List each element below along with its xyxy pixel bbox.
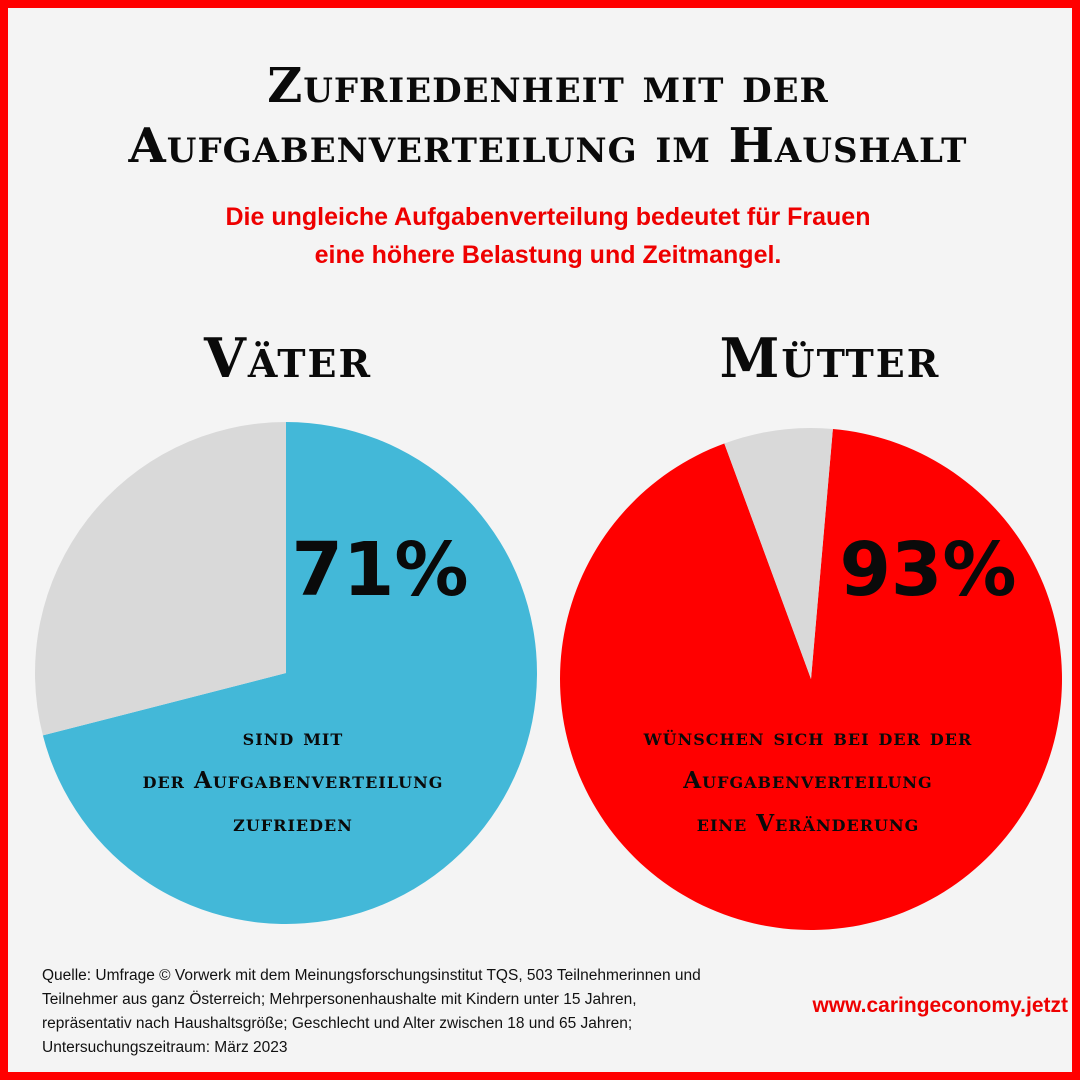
- pie-charts: [35, 422, 1062, 930]
- title-line-1: Zufriedenheit mit der: [267, 58, 829, 114]
- mothers-percent-label: 93%: [839, 527, 1017, 613]
- page-title: Zufriedenheit mit der Aufgabenverteilung…: [8, 56, 1080, 176]
- fathers-remainder-slice: [35, 422, 286, 736]
- fathers-chart-title: Väter: [203, 326, 373, 390]
- mothers-pie-chart: [560, 428, 1062, 930]
- fathers-annotation-line-2: der Aufgabenverteilung: [142, 767, 444, 794]
- website-link[interactable]: www.caringeconomy.jetzt: [812, 994, 1068, 1017]
- subtitle-line-2: eine höhere Belastung und Zeitmangel.: [314, 241, 782, 269]
- fathers-annotation: sind mit der Aufgabenverteilung zufriede…: [93, 716, 493, 845]
- fathers-annotation-line-1: sind mit: [242, 724, 344, 751]
- fathers-pie-chart: [35, 422, 538, 924]
- mothers-chart-title: Mütter: [719, 326, 941, 390]
- mothers-annotation-line-3: eine Veränderung: [696, 810, 920, 837]
- fathers-annotation-line-3: zufrieden: [233, 810, 353, 837]
- mothers-annotation: wünschen sich bei der der Aufgabenvertei…: [598, 716, 1018, 845]
- subtitle: Die ungleiche Aufgabenverteilung bedeute…: [8, 198, 1080, 274]
- title-line-2: Aufgabenverteilung im Haushalt: [128, 118, 968, 174]
- source-note: Quelle: Umfrage © Vorwerk mit dem Meinun…: [42, 967, 701, 1056]
- mothers-annotation-line-1: wünschen sich bei der der: [643, 724, 973, 751]
- mothers-annotation-line-2: Aufgabenverteilung: [683, 767, 933, 794]
- fathers-percent-label: 71%: [291, 527, 469, 613]
- mothers-main-slice: [560, 428, 1062, 930]
- fathers-main-slice: [42, 422, 538, 924]
- subtitle-line-1: Die ungleiche Aufgabenverteilung bedeute…: [225, 203, 871, 231]
- mothers-remainder-slice: [724, 428, 833, 679]
